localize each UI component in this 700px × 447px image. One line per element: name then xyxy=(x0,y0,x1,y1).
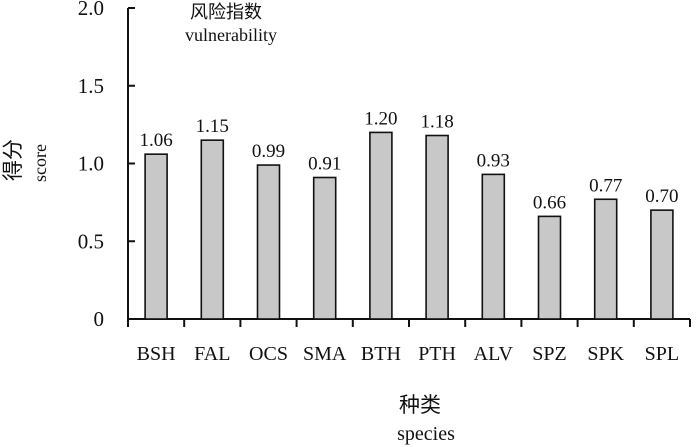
x-tick-label-sma: SMA xyxy=(303,343,347,365)
x-ticks: BSH FAL OCS SMA BTH PTH ALV SPZ SPK SPL xyxy=(127,319,691,365)
y-tick-label: 1.0 xyxy=(78,152,104,176)
data-label-sma: 0.91 xyxy=(308,153,341,174)
x-axis-label-en: species xyxy=(397,423,455,445)
x-tick-label-fal: FAL xyxy=(194,343,230,365)
data-label-spz: 0.66 xyxy=(533,192,566,213)
x-tick-label-pth: PTH xyxy=(418,343,456,365)
x-tick-label-spz: SPZ xyxy=(532,343,566,365)
x-tick-label-alv: ALV xyxy=(474,343,514,365)
data-label-fal: 1.15 xyxy=(196,116,229,137)
bar-alv xyxy=(481,173,506,320)
y-tick-label: 1.5 xyxy=(78,74,104,98)
y-axis-label-en: score xyxy=(30,144,50,182)
bar-ocs xyxy=(256,164,281,320)
chart-title-cn: 风险指数 xyxy=(190,2,262,23)
bar-bth xyxy=(369,131,393,320)
data-label-bsh: 1.06 xyxy=(139,130,172,151)
bar-spl xyxy=(650,209,674,320)
y-axis-label-cn: 得分 xyxy=(1,139,25,181)
x-tick-label-ocs: OCS xyxy=(249,343,288,365)
x-tick-label-bsh: BSH xyxy=(137,343,176,365)
bar-sma xyxy=(312,176,337,320)
bars xyxy=(144,131,674,320)
data-label-bth: 1.20 xyxy=(364,108,397,129)
bar-bsh xyxy=(144,153,168,320)
bar-pth xyxy=(425,134,449,320)
data-labels: 1.06 1.15 0.99 0.91 1.20 1.18 0.93 0.66 0.77 0.70 xyxy=(139,108,678,213)
y-tick-label: 2.0 xyxy=(78,0,104,20)
x-tick-label-spl: SPL xyxy=(645,343,679,365)
bar-spz xyxy=(537,215,562,320)
data-label-pth: 1.18 xyxy=(420,112,453,133)
y-tick-label: 0.5 xyxy=(78,229,104,253)
x-tick-label-spk: SPK xyxy=(587,343,624,365)
bar-spk xyxy=(593,198,618,320)
y-ticks: 0 0.5 1.0 1.5 2.0 xyxy=(78,0,135,331)
bar-fal xyxy=(200,139,225,320)
x-axis-label-cn: 种类 xyxy=(399,393,441,417)
chart-title-en: vulnerability xyxy=(185,25,277,45)
data-label-spl: 0.70 xyxy=(645,186,678,207)
data-label-spk: 0.77 xyxy=(589,175,622,196)
data-label-alv: 0.93 xyxy=(477,150,510,171)
y-tick-label: 0 xyxy=(94,307,105,331)
data-label-ocs: 0.99 xyxy=(252,141,285,162)
x-tick-label-bth: BTH xyxy=(361,343,401,365)
